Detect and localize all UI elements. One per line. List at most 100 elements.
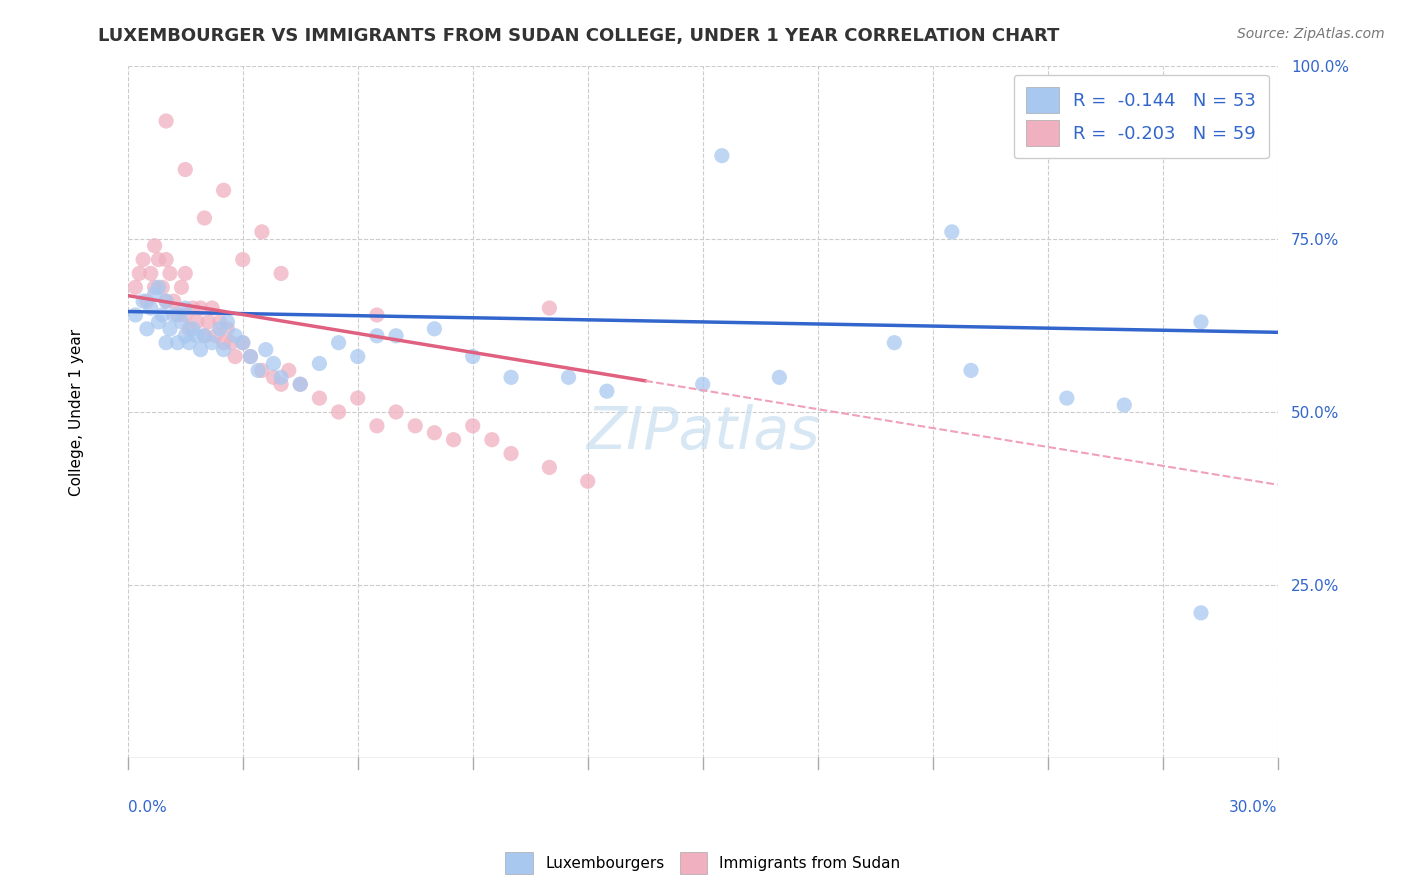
Point [538,460,561,475]
Legend: R =  -0.144   N = 53, R =  -0.203   N = 59: R = -0.144 N = 53, R = -0.203 N = 59 [1014,75,1268,158]
Point [181,322,204,336]
Point [1189,315,1212,329]
Point [247,363,270,377]
Point [768,370,790,384]
Point [443,433,465,447]
Point [328,335,350,350]
Text: LUXEMBOURGER VS IMMIGRANTS FROM SUDAN COLLEGE, UNDER 1 YEAR CORRELATION CHART: LUXEMBOURGER VS IMMIGRANTS FROM SUDAN CO… [98,27,1060,45]
Point [208,322,231,336]
Legend: Luxembourgers, Immigrants from Sudan: Luxembourgers, Immigrants from Sudan [499,846,907,880]
Point [163,294,186,309]
Point [143,287,166,301]
Point [941,225,963,239]
Point [181,301,204,315]
Point [262,370,284,384]
Point [143,238,166,252]
Point [163,308,186,322]
Point [224,350,246,364]
Point [201,301,224,315]
Point [232,252,254,267]
Text: ZIPatlas: ZIPatlas [586,404,820,461]
Point [217,315,239,329]
Point [143,280,166,294]
Point [174,308,197,322]
Point [124,280,146,294]
Point [166,308,188,322]
Point [239,350,262,364]
Point [596,384,619,399]
Point [205,328,228,343]
Point [174,328,197,343]
Point [136,294,159,309]
Point [124,308,146,322]
Point [270,370,292,384]
Point [150,280,173,294]
Point [423,425,446,440]
Point [170,315,193,329]
Point [193,328,215,343]
Point [385,405,408,419]
Point [159,267,181,281]
Point [576,475,599,489]
Point [346,350,368,364]
Point [174,267,197,281]
Point [692,377,714,392]
Point [290,377,312,392]
Text: Source: ZipAtlas.com: Source: ZipAtlas.com [1237,27,1385,41]
Point [366,328,388,343]
Point [159,322,181,336]
Point [177,322,200,336]
Point [1189,606,1212,620]
Point [217,322,239,336]
Point [155,252,177,267]
Point [219,335,242,350]
Point [250,363,273,377]
Point [254,343,277,357]
Point [193,211,215,225]
Point [346,391,368,405]
Point [128,267,150,281]
Point [404,418,426,433]
Point [150,308,173,322]
Point [186,328,208,343]
Point [557,370,579,384]
Point [190,343,212,357]
Point [710,149,733,163]
Point [960,363,983,377]
Point [155,114,177,128]
Text: 0.0%: 0.0% [128,800,166,815]
Text: 30.0%: 30.0% [1229,800,1278,815]
Point [499,446,522,460]
Point [461,350,484,364]
Point [232,335,254,350]
Point [1056,391,1078,405]
Point [155,335,177,350]
Point [290,377,312,392]
Point [212,335,235,350]
Point [177,335,200,350]
Point [155,294,177,309]
Point [270,267,292,281]
Point [208,315,231,329]
Point [174,301,197,315]
Point [148,252,170,267]
Point [212,343,235,357]
Point [328,405,350,419]
Point [136,322,159,336]
Point [132,294,155,309]
Point [461,418,484,433]
Point [308,356,330,370]
Point [132,252,155,267]
Point [366,308,388,322]
Point [193,328,215,343]
Point [139,301,162,315]
Point [186,315,208,329]
Point [190,301,212,315]
Point [148,315,170,329]
Point [270,377,292,392]
Point [250,225,273,239]
Point [148,280,170,294]
Point [308,391,330,405]
Point [385,328,408,343]
Point [277,363,299,377]
